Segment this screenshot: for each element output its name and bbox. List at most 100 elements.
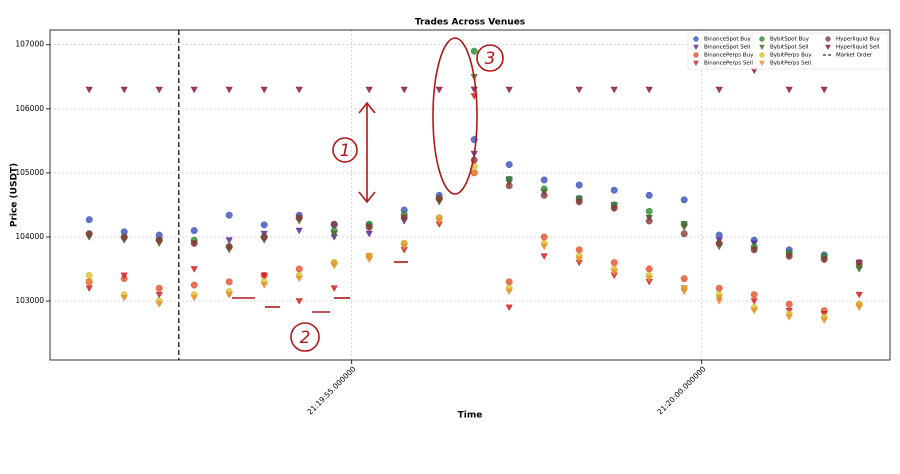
trade-marker — [260, 282, 268, 289]
legend-swatch — [825, 36, 831, 42]
trade-marker — [645, 275, 653, 283]
trade-marker — [260, 272, 268, 280]
trade-marker — [400, 214, 408, 222]
legend-swatch — [759, 44, 765, 50]
annotation-ellipse — [432, 37, 478, 195]
trade-marker — [540, 191, 548, 199]
trade-marker — [120, 233, 128, 241]
trade-marker — [715, 239, 723, 247]
trade-marker — [85, 216, 93, 224]
trade-marker — [190, 266, 198, 273]
trade-marker — [540, 253, 548, 260]
trade-marker — [225, 211, 233, 219]
legend-box — [687, 32, 889, 70]
legend-swatch — [693, 36, 699, 42]
annotation-circle — [290, 322, 320, 352]
trade-marker — [225, 278, 233, 286]
trade-marker — [365, 256, 373, 264]
trade-marker — [715, 86, 723, 94]
trade-marker — [680, 224, 688, 232]
legend-label: BybitPerps Sell — [770, 61, 811, 67]
series — [85, 156, 863, 267]
trade-marker — [470, 47, 478, 55]
legend-label: BinancePerps Sell — [704, 61, 753, 67]
y-axis-label: Price (USDT) — [10, 163, 20, 227]
trade-marker — [505, 86, 513, 94]
annotation-text: 1 — [340, 141, 351, 161]
legend-swatch — [693, 60, 699, 66]
trade-marker — [645, 265, 653, 273]
legend-swatch — [693, 44, 699, 50]
trade-marker — [295, 298, 303, 305]
legend-label: BinanceSpot Buy — [704, 37, 752, 43]
trade-marker — [540, 233, 548, 241]
trade-marker — [330, 262, 338, 270]
trade-marker — [120, 295, 128, 302]
chart-title: Trades Across Venues — [415, 18, 525, 28]
annotation-text: 3 — [485, 49, 496, 69]
trade-marker — [750, 246, 758, 254]
trade-marker — [225, 237, 233, 244]
legend-swatch — [825, 44, 831, 50]
trade-marker — [470, 170, 478, 177]
trade-marker — [645, 217, 653, 225]
y-tick-label: 105000 — [15, 168, 44, 177]
trade-marker — [225, 86, 233, 94]
trade-marker — [505, 304, 513, 312]
legend-label: Market Order — [836, 53, 873, 59]
trade-marker — [120, 272, 128, 280]
trade-marker — [785, 86, 793, 94]
trade-marker — [750, 307, 758, 315]
trade-marker — [85, 86, 93, 94]
trade-marker — [85, 285, 93, 292]
trade-marker — [855, 304, 863, 312]
series — [85, 170, 863, 324]
trade-marker — [820, 86, 828, 94]
trade-marker — [610, 259, 618, 267]
legend-label: BinancePerps Buy — [704, 53, 754, 59]
trade-marker — [190, 281, 198, 289]
trade-marker — [330, 285, 338, 292]
trade-marker — [260, 221, 268, 229]
trade-marker — [225, 243, 233, 251]
y-tick-label: 107000 — [15, 40, 44, 49]
trade-marker — [120, 86, 128, 94]
trade-marker — [820, 255, 828, 263]
trade-marker — [85, 279, 93, 286]
trade-marker — [505, 161, 513, 169]
trade-marker — [575, 198, 583, 206]
trade-marker — [715, 231, 723, 239]
trade-marker — [715, 291, 723, 299]
trade-marker — [645, 207, 653, 215]
legend-label: Hyperliquid Sell — [836, 45, 880, 51]
trade-marker — [855, 259, 863, 267]
trade-marker — [225, 291, 233, 299]
trade-marker — [295, 214, 303, 222]
trade-marker — [330, 220, 338, 228]
trade-marker — [750, 291, 758, 299]
hand-annotations — [232, 37, 504, 352]
trade-marker — [435, 86, 443, 94]
trade-marker — [190, 227, 198, 235]
trade-marker — [575, 246, 583, 254]
legend-label: BinanceSpot Sell — [704, 45, 751, 51]
trade-marker — [505, 278, 513, 286]
trade-marker — [155, 291, 163, 299]
trade-marker — [610, 186, 618, 194]
trade-marker — [260, 233, 268, 241]
trade-marker — [190, 239, 198, 247]
trade-marker — [190, 86, 198, 94]
trade-marker — [610, 86, 618, 94]
trade-marker — [645, 191, 653, 199]
trade-marker — [610, 204, 618, 212]
legend-label: Hyperliquid Buy — [836, 37, 881, 43]
trade-marker — [505, 288, 513, 296]
trade-marker — [715, 298, 723, 305]
trade-marker — [785, 252, 793, 260]
trade-marker — [505, 182, 513, 190]
annotation-circle — [332, 137, 358, 163]
trade-marker — [575, 181, 583, 189]
legend-label: BybitSpot Sell — [770, 45, 809, 51]
